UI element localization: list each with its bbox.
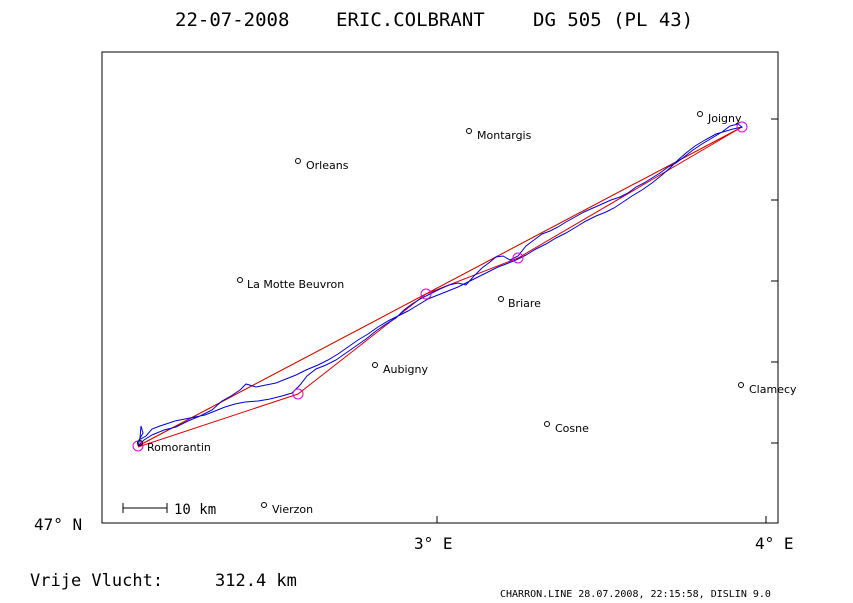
town-label: Montargis bbox=[477, 129, 532, 142]
town-marker-icon bbox=[544, 421, 550, 427]
town-marker-icon bbox=[261, 502, 267, 508]
town-marker-icon bbox=[372, 362, 378, 368]
town-la-motte-beuvron: La Motte Beuvron bbox=[237, 277, 344, 291]
scale-bar bbox=[122, 503, 168, 513]
town-vierzon: Vierzon bbox=[261, 502, 313, 516]
town-clamecy: Clamecy bbox=[738, 382, 797, 396]
town-marker-icon bbox=[295, 158, 301, 164]
town-marker-icon bbox=[237, 277, 243, 283]
axis-label-longitude-4e: 4° E bbox=[755, 534, 794, 553]
footer-credit: CHARRON.LINE 28.07.2008, 22:15:58, DISLI… bbox=[500, 589, 771, 600]
town-cosne: Cosne bbox=[544, 421, 589, 435]
town-label: Romorantin bbox=[147, 441, 211, 454]
turnpoint-2 bbox=[420, 288, 432, 300]
town-aubigny: Aubigny bbox=[372, 362, 428, 376]
turnpoint-1 bbox=[292, 388, 304, 400]
town-romorantin: Romorantin bbox=[137, 440, 211, 454]
town-label: Joigny bbox=[707, 112, 742, 125]
turnpoint-3 bbox=[512, 252, 524, 264]
town-orleans: Orleans bbox=[295, 158, 349, 172]
right-ticks bbox=[771, 118, 778, 444]
town-label: Cosne bbox=[555, 422, 589, 435]
town-label: Briare bbox=[508, 297, 541, 310]
town-montargis: Montargis bbox=[466, 128, 532, 142]
town-marker-icon bbox=[466, 128, 472, 134]
turnpoint-4 bbox=[736, 121, 748, 133]
town-label: Orleans bbox=[306, 159, 349, 172]
town-marker-icon bbox=[738, 382, 744, 388]
header-glider: DG 505 (PL 43) bbox=[533, 9, 693, 31]
flight-track bbox=[137, 123, 744, 447]
axis-label-latitude: 47° N bbox=[34, 515, 82, 534]
town-label: Vierzon bbox=[272, 503, 313, 516]
distance-label: Vrije Vlucht: bbox=[30, 571, 163, 591]
town-briare: Briare bbox=[498, 296, 541, 310]
header-date: 22-07-2008 bbox=[175, 9, 289, 31]
town-joigny: Joigny bbox=[697, 111, 742, 125]
town-marker-icon bbox=[697, 111, 703, 117]
turnpoints bbox=[132, 121, 748, 452]
header-pilot: ERIC.COLBRANT bbox=[336, 9, 485, 31]
task-route-line bbox=[137, 126, 743, 448]
distance-value: 312.4 km bbox=[215, 571, 297, 591]
map-frame bbox=[101, 51, 779, 524]
town-marker-icon bbox=[498, 296, 504, 302]
scale-bar-label: 10 km bbox=[174, 502, 216, 518]
town-marker-icon bbox=[137, 440, 143, 446]
town-label: Clamecy bbox=[749, 383, 797, 396]
town-label: La Motte Beuvron bbox=[247, 278, 344, 291]
town-label: Aubigny bbox=[383, 363, 428, 376]
axis-label-longitude-3e: 3° E bbox=[414, 534, 453, 553]
bottom-ticks bbox=[101, 516, 767, 523]
